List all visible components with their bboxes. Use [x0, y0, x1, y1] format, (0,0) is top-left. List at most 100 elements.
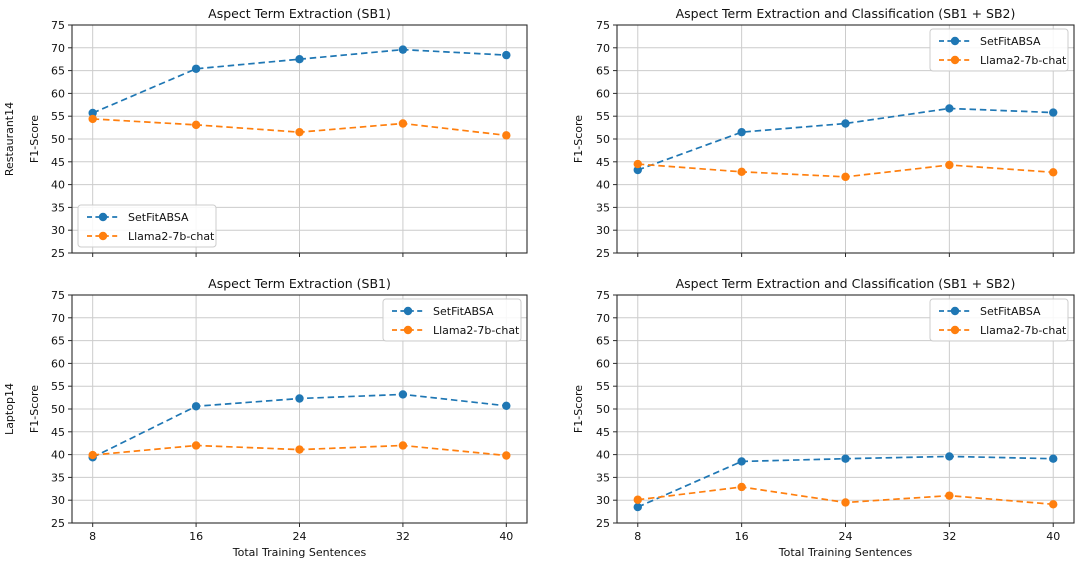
- data-point: [633, 495, 642, 504]
- y-tick-label: 75: [596, 19, 610, 32]
- y-tick-label: 35: [596, 201, 610, 214]
- y-axis-label: F1-Score: [28, 385, 41, 433]
- y-tick-label: 70: [596, 312, 610, 325]
- legend-marker: [950, 36, 960, 46]
- y-tick-label: 35: [596, 471, 610, 484]
- row-label: Restaurant14: [3, 102, 16, 176]
- legend-label: Llama2-7b-chat: [980, 324, 1067, 337]
- y-tick-label: 25: [51, 247, 65, 260]
- y-tick-label: 30: [51, 224, 65, 237]
- data-point: [633, 159, 642, 169]
- legend-marker: [98, 212, 108, 222]
- legend-label: SetFitABSA: [128, 211, 189, 224]
- y-tick-label: 40: [596, 179, 610, 192]
- x-tick-label: 16: [735, 530, 749, 543]
- y-tick-label: 50: [596, 403, 610, 416]
- data-point: [737, 127, 746, 137]
- y-tick-label: 25: [596, 247, 610, 260]
- data-point: [398, 45, 408, 54]
- data-point: [945, 160, 954, 170]
- chart-laptop14-extraction: 25 30 35 40 45 50 55 60 65 70 75 8 16 24 32 40 Aspect Te…: [0, 265, 540, 565]
- chart-title: Aspect Term Extraction (SB1): [208, 6, 391, 21]
- chart-laptop14-extraction-classification: 25 30 35 40 45 50 55 60 65 70 75 8 16 24 32 40 Aspect Te…: [540, 265, 1080, 565]
- y-tick-label: 40: [51, 449, 65, 462]
- data-point: [295, 445, 304, 454]
- y-tick-label: 75: [51, 289, 65, 302]
- y-tick-label: 60: [596, 357, 610, 370]
- y-tick-label: 60: [51, 357, 65, 370]
- data-point: [88, 108, 97, 118]
- series-setfitabsa: [633, 452, 1058, 512]
- legend-marker: [950, 325, 960, 335]
- ticks: 25 30 35 40 45 50 55 60 65 70 75 8 16 24 32 40: [51, 289, 513, 543]
- y-tick-label: 50: [51, 403, 65, 416]
- chart-canvas: 25 30 35 40 45 50 55 60 65 70 75 Aspect Term Extrac…: [3, 6, 528, 260]
- y-tick-label: 55: [51, 110, 65, 123]
- chart-canvas: 25 30 35 40 45 50 55 60 65 70 75 8 16 24 32 40 Aspect Te…: [3, 276, 528, 559]
- y-tick-label: 45: [596, 156, 610, 169]
- chart-title: Aspect Term Extraction and Classificatio…: [676, 6, 1016, 21]
- legend-label: Llama2-7b-chat: [128, 230, 215, 243]
- data-point: [502, 451, 511, 460]
- x-tick-label: 8: [634, 530, 641, 543]
- data-point: [1049, 454, 1058, 463]
- data-point: [841, 119, 850, 128]
- x-tick-label: 32: [942, 530, 956, 543]
- legend: SetFitABSA Llama2-7b-chat: [929, 298, 1069, 342]
- series-setfitabsa: [633, 104, 1058, 175]
- y-tick-label: 55: [596, 110, 610, 123]
- chart-title: Aspect Term Extraction (SB1): [208, 276, 391, 291]
- data-point: [295, 127, 304, 137]
- legend-label: SetFitABSA: [980, 305, 1041, 318]
- data-point: [398, 119, 408, 128]
- data-point: [398, 390, 408, 399]
- data-point: [1049, 500, 1058, 509]
- x-axis-label: Total Training Sentences: [232, 546, 367, 559]
- data-point: [945, 491, 954, 500]
- chart-restaurant14-extraction-classification: 25 30 35 40 45 50 55 60 65 70 75 Aspect Term Extrac…: [540, 0, 1080, 265]
- y-tick-label: 60: [596, 87, 610, 100]
- series-setfitabsa: [88, 45, 511, 118]
- data-point: [633, 165, 642, 175]
- data-point: [191, 402, 201, 411]
- x-tick-label: 8: [89, 530, 96, 543]
- x-tick-label: 24: [293, 530, 307, 543]
- y-tick-label: 65: [51, 335, 65, 348]
- series-llama2-7b-chat: [88, 441, 511, 460]
- y-tick-label: 45: [51, 426, 65, 439]
- data-point: [502, 401, 511, 411]
- chart-title: Aspect Term Extraction and Classificatio…: [676, 276, 1016, 291]
- y-tick-label: 50: [51, 133, 65, 146]
- y-tick-label: 40: [51, 179, 65, 192]
- legend-marker: [403, 306, 413, 316]
- y-tick-label: 35: [51, 471, 65, 484]
- data-point: [502, 131, 511, 140]
- data-point: [841, 498, 850, 507]
- y-axis-label: F1-Score: [572, 115, 585, 163]
- series-line: [637, 107, 1054, 171]
- chart-canvas: 25 30 35 40 45 50 55 60 65 70 75 8 16 24 32 40 Aspect Te…: [572, 276, 1075, 559]
- series-llama2-7b-chat: [633, 482, 1058, 509]
- data-point: [1049, 108, 1058, 117]
- series-llama2-7b-chat: [88, 114, 511, 140]
- y-tick-label: 25: [596, 517, 610, 530]
- x-tick-label: 24: [839, 530, 853, 543]
- y-tick-label: 65: [596, 65, 610, 78]
- ticks: 25 30 35 40 45 50 55 60 65 70 75: [51, 19, 507, 260]
- y-tick-label: 50: [596, 133, 610, 146]
- legend-label: SetFitABSA: [433, 305, 494, 318]
- legend-label: SetFitABSA: [980, 35, 1041, 48]
- y-tick-label: 30: [51, 494, 65, 507]
- y-tick-label: 60: [51, 87, 65, 100]
- y-axis-label: F1-Score: [28, 115, 41, 163]
- legend-label: Llama2-7b-chat: [433, 324, 520, 337]
- legend-marker: [98, 231, 108, 241]
- data-point: [88, 450, 97, 460]
- series-llama2-7b-chat: [633, 159, 1058, 182]
- data-point: [841, 454, 850, 463]
- y-tick-label: 70: [596, 42, 610, 55]
- y-tick-label: 45: [51, 156, 65, 169]
- chart-canvas: 25 30 35 40 45 50 55 60 65 70 75 Aspect Term Extrac…: [572, 6, 1075, 260]
- data-point: [191, 64, 201, 73]
